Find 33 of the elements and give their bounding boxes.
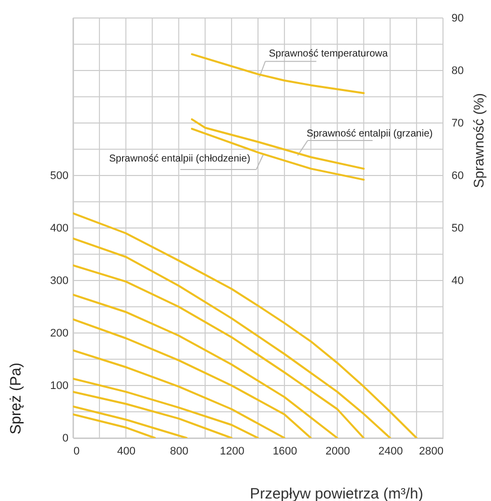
y2-tick-label: 70 <box>452 118 464 130</box>
x-tick-label: 2800 <box>419 446 444 458</box>
line-series <box>73 264 365 438</box>
y2-tick-label: 40 <box>452 275 464 287</box>
y-tick-label: 100 <box>50 380 68 392</box>
x-tick-label: 2000 <box>326 446 350 458</box>
y-tick-label: 0 <box>62 432 68 444</box>
y2-tick-label: 90 <box>452 12 464 24</box>
x-tick-label: 400 <box>117 446 136 458</box>
x-tick-label: 1600 <box>272 446 298 458</box>
y-tick-label: 300 <box>50 275 68 287</box>
x-tick-label: 1200 <box>220 446 244 458</box>
y2-tick-label: 50 <box>452 222 464 234</box>
x-tick-label: 0 <box>74 446 80 458</box>
y2-axis-title: Sprawność (%) <box>470 93 486 188</box>
y-axis-title: Spręż (Pa) <box>8 362 24 434</box>
y-tick-label: 200 <box>50 328 68 340</box>
annotation: Sprawność temperaturowa <box>268 48 388 60</box>
annotation: Sprawność entalpii (grzanie) <box>306 128 433 140</box>
line-series <box>73 318 312 438</box>
x-tick-label: 2400 <box>378 446 403 458</box>
line-series <box>73 390 233 438</box>
y2-tick-label: 80 <box>452 65 464 77</box>
line-series <box>73 349 286 438</box>
y-tick-label: 400 <box>50 222 68 234</box>
line-series <box>73 378 259 438</box>
annotation: Sprawność entalpii (chłodzenie) <box>109 154 250 164</box>
y2-tick-label: 60 <box>452 170 464 182</box>
line-series <box>73 294 338 438</box>
y-tick-label: 500 <box>50 170 68 182</box>
line-series <box>73 212 418 438</box>
x-tick-label: 800 <box>170 446 188 458</box>
line-series <box>73 238 392 438</box>
